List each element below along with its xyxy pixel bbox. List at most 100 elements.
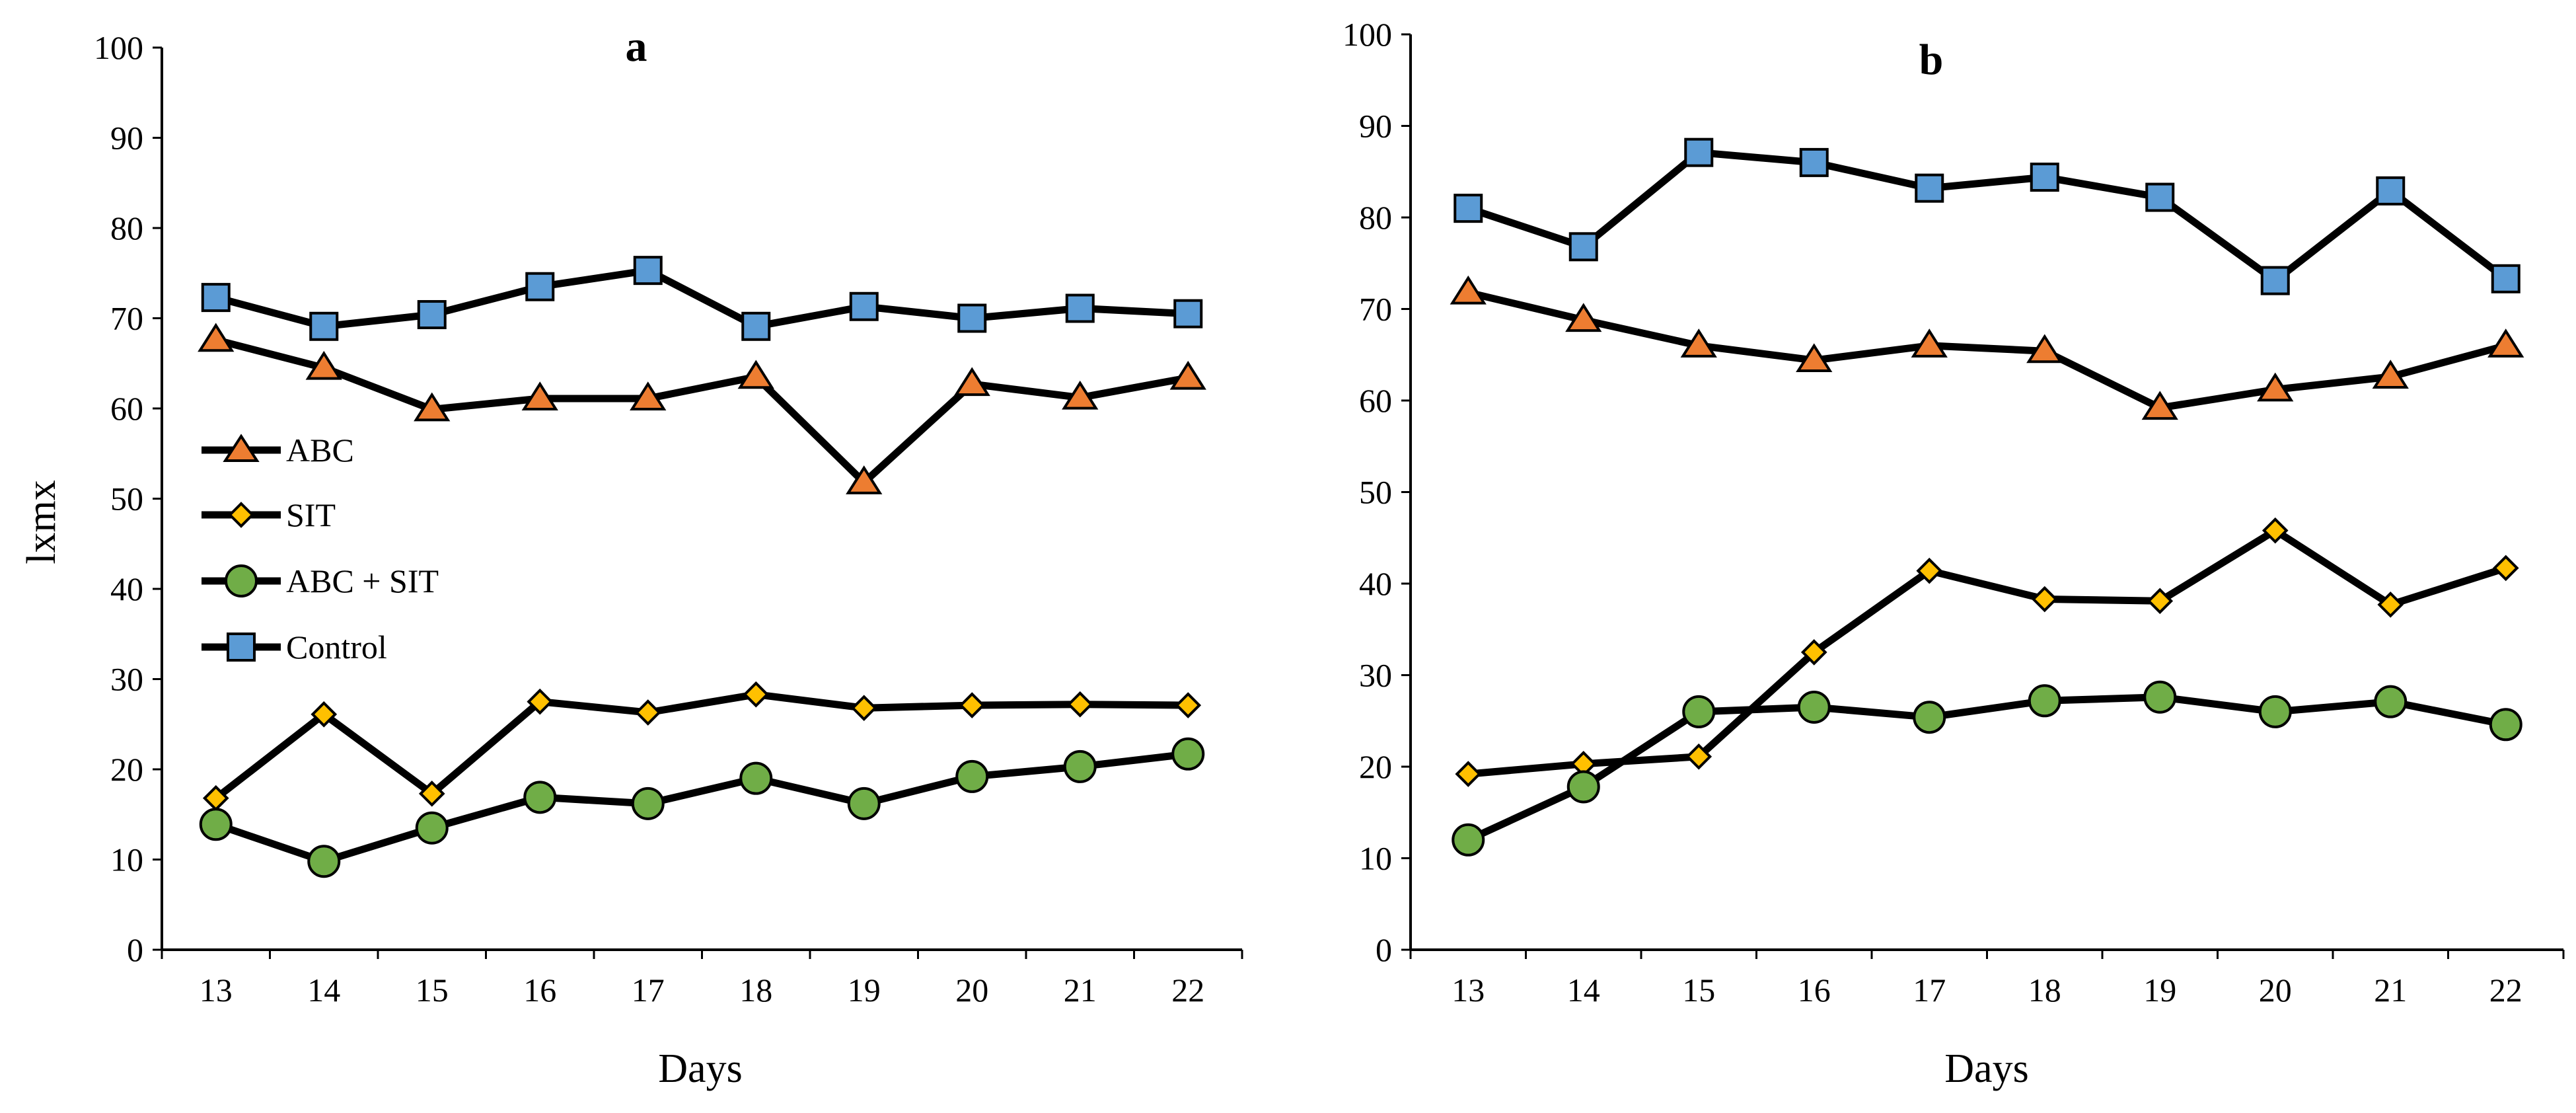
- data-point-control: [1915, 173, 1944, 203]
- x-tick-label: 14: [307, 972, 340, 1009]
- data-point-abc-sit: [199, 808, 233, 841]
- data-point-control: [849, 291, 879, 321]
- y-tick-label: 60: [1359, 382, 1392, 419]
- y-tick-label: 20: [1359, 748, 1392, 785]
- series-line-sit: [1467, 527, 2507, 778]
- data-point-sit: [527, 688, 554, 715]
- data-point-abc-sit: [2258, 695, 2292, 728]
- data-point-abc-sit: [415, 811, 449, 845]
- series-layer-a: [198, 256, 1206, 878]
- data-point-abc-sit: [739, 761, 773, 795]
- series-control-a: [201, 256, 1203, 341]
- data-point-sit: [634, 699, 661, 726]
- legend-entry-abc: ABC: [202, 432, 354, 469]
- y-tick-label: 50: [1359, 474, 1392, 511]
- data-point-abc: [1062, 380, 1099, 410]
- data-point-abc: [2257, 372, 2294, 402]
- series-abc-sit-b: [1452, 680, 2522, 857]
- data-point-abc: [630, 381, 667, 410]
- y-axis-title-a: lxmx: [19, 480, 64, 564]
- x-tick-label: 21: [1064, 972, 1097, 1009]
- data-point-abc-sit: [1913, 701, 1946, 734]
- data-point-control: [1173, 299, 1203, 328]
- data-point-control: [1799, 147, 1829, 177]
- legend-label-sit: SIT: [286, 496, 336, 533]
- x-tick-label: 16: [1798, 972, 1831, 1009]
- x-tick-label: 15: [1682, 972, 1715, 1009]
- data-point-sit: [959, 692, 986, 718]
- data-point-abc-sit: [307, 845, 341, 878]
- data-point-sit: [2262, 517, 2289, 544]
- x-tick-label: 18: [2028, 972, 2061, 1009]
- series-line-abc-sit: [1467, 693, 2507, 843]
- y-tick-label: 30: [1359, 657, 1392, 694]
- legend-label-control: Control: [286, 629, 387, 666]
- data-point-abc: [2372, 360, 2409, 389]
- data-point-abc-sit: [1682, 695, 1716, 728]
- data-point-sit: [743, 681, 770, 708]
- data-point-control: [741, 311, 771, 341]
- chart-panel-b: b Days 0 10 20 30 40 50 60 70 80 90 100 13 14 15 16 17 1…: [1343, 16, 2565, 1091]
- y-tick-label: 70: [110, 300, 143, 337]
- data-point-control: [525, 272, 555, 301]
- x-tick-label: 16: [523, 972, 556, 1009]
- data-point-control: [1568, 232, 1598, 262]
- series-abc-b: [1450, 275, 2524, 420]
- data-point-abc: [198, 323, 235, 352]
- x-tick-label: 18: [739, 972, 772, 1009]
- legend-entry-abc-sit: ABC + SIT: [202, 562, 439, 599]
- series-layer-b: [1450, 137, 2524, 857]
- data-point-abc: [1911, 328, 1948, 358]
- chart-panel-a: a Days lxmx 0 10 20 30 40 50 60 70 80 90 100 13 14 15…: [19, 22, 1243, 1091]
- data-point-abc-sit: [523, 781, 557, 814]
- series-abc-a: [198, 323, 1206, 494]
- y-tick-label: 10: [110, 841, 143, 878]
- data-point-sit: [850, 695, 877, 722]
- y-tick-label: 70: [1359, 291, 1392, 328]
- y-tick-label: 60: [110, 390, 143, 427]
- y-tick-label: 100: [1343, 16, 1392, 53]
- legend-label-abc-sit: ABC + SIT: [286, 562, 439, 599]
- data-point-sit: [1175, 692, 1202, 718]
- data-point-sit: [1685, 743, 1712, 770]
- data-point-control: [2145, 182, 2175, 212]
- y-tick-label: 40: [110, 570, 143, 607]
- x-tick-label: 13: [200, 972, 233, 1009]
- data-point-control: [2376, 176, 2406, 206]
- legend-entry-sit: SIT: [202, 496, 336, 533]
- data-point-abc: [953, 367, 990, 397]
- data-point-abc-sit: [1171, 737, 1205, 771]
- y-tick-label: 100: [94, 29, 143, 66]
- series-abc-sit-a: [199, 737, 1205, 878]
- data-point-control: [417, 300, 447, 330]
- data-point-abc-sit: [2028, 684, 2061, 718]
- chart-title-a: a: [626, 22, 647, 71]
- y-tick-label: 20: [110, 751, 143, 788]
- x-tick-label: 19: [848, 972, 881, 1009]
- axes-b: 0 10 20 30 40 50 60 70 80 90 100 13 14 15 16 17 18 19 20 21…: [1343, 16, 2565, 1009]
- data-point-sit: [2377, 592, 2404, 618]
- x-tick-label: 13: [1452, 972, 1485, 1009]
- x-tick-label: 20: [2259, 972, 2292, 1009]
- y-tick-label: 0: [1376, 931, 1392, 968]
- axes-a: 0 10 20 30 40 50 60 70 80 90 100 13 14 15 16 17 18 19 20 21…: [94, 29, 1243, 1009]
- x-axis-title-a: Days: [658, 1046, 742, 1091]
- data-point-sit: [2492, 555, 2519, 582]
- data-point-sit: [1455, 761, 1482, 787]
- data-point-sit: [2031, 586, 2058, 613]
- data-point-abc: [846, 465, 883, 494]
- data-point-abc-sit: [2489, 708, 2522, 742]
- x-tick-label: 15: [416, 972, 449, 1009]
- x-tick-label: 22: [1171, 972, 1204, 1009]
- data-point-abc: [1680, 328, 1717, 358]
- y-tick-label: 30: [110, 661, 143, 698]
- x-tick-label: 19: [2143, 972, 2176, 1009]
- series-line-abc: [1467, 289, 2507, 412]
- data-point-abc-sit: [631, 787, 665, 820]
- legend-entry-control: Control: [202, 629, 387, 666]
- data-point-abc: [521, 381, 558, 410]
- data-point-abc-sit: [1566, 770, 1600, 804]
- series-control-b: [1454, 137, 2521, 295]
- data-point-abc: [414, 392, 451, 422]
- x-tick-label: 20: [955, 972, 988, 1009]
